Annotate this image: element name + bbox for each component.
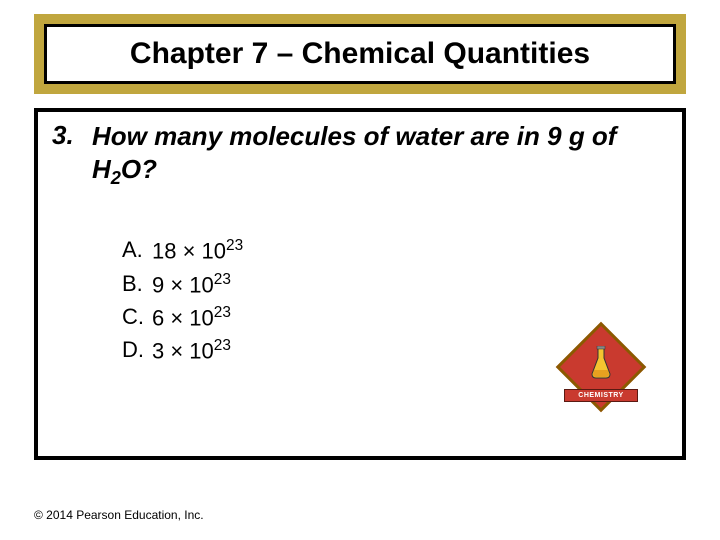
choice-letter: A.	[122, 237, 152, 264]
flask-icon	[590, 346, 612, 380]
title-container: Chapter 7 – Chemical Quantities	[34, 14, 686, 94]
question-number: 3.	[52, 120, 92, 151]
choice-coeff: 3 × 10	[152, 339, 214, 364]
question-row: 3. How many molecules of water are in 9 …	[52, 120, 668, 189]
badge-label: CHEMISTRY	[564, 389, 638, 402]
choice-value: 3 × 1023	[152, 337, 231, 364]
choice-letter: C.	[122, 304, 152, 331]
page-title: Chapter 7 – Chemical Quantities	[130, 37, 590, 71]
question-container: 3. How many molecules of water are in 9 …	[34, 108, 686, 460]
copyright-text: © 2014 Pearson Education, Inc.	[34, 508, 204, 522]
choice-exp: 23	[214, 271, 231, 288]
choice-value: 6 × 1023	[152, 304, 231, 331]
choice-a: A. 18 × 1023	[122, 237, 668, 264]
question-subscript: 2	[111, 168, 121, 188]
choice-coeff: 6 × 10	[152, 305, 214, 330]
chemistry-badge: CHEMISTRY	[556, 322, 646, 412]
choice-letter: D.	[122, 337, 152, 364]
choice-exp: 23	[214, 304, 231, 321]
choice-b: B. 9 × 1023	[122, 271, 668, 298]
choice-exp: 23	[214, 337, 231, 354]
choice-letter: B.	[122, 271, 152, 298]
question-text-part2: O?	[121, 154, 157, 184]
title-inner-border: Chapter 7 – Chemical Quantities	[44, 24, 676, 84]
choice-coeff: 18 × 10	[152, 239, 226, 264]
question-text-part1: How many molecules of water are in 9 g o…	[92, 121, 616, 184]
question-text: How many molecules of water are in 9 g o…	[92, 120, 668, 189]
choice-coeff: 9 × 10	[152, 272, 214, 297]
choice-value: 18 × 1023	[152, 237, 243, 264]
choice-value: 9 × 1023	[152, 271, 231, 298]
choice-exp: 23	[226, 237, 243, 254]
